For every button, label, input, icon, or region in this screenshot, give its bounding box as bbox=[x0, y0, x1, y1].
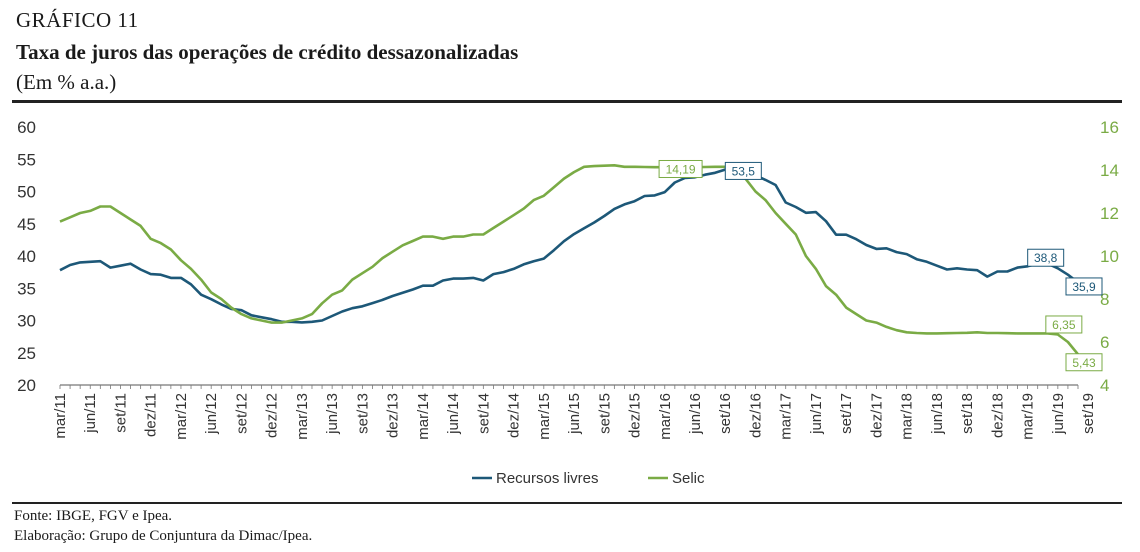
y-left-tick-label: 25 bbox=[17, 344, 36, 363]
x-tick-label: mar/12 bbox=[173, 393, 190, 440]
x-tick-label: jun/13 bbox=[324, 393, 341, 435]
chart-title: Taxa de juros das operações de crédito d… bbox=[16, 40, 519, 64]
data-label-box bbox=[1027, 248, 1065, 267]
y-left-tick-label: 30 bbox=[17, 312, 36, 331]
x-tick-label: jun/11 bbox=[82, 393, 99, 434]
x-tick-label: mar/18 bbox=[899, 393, 916, 440]
legend-label: Recursos livres bbox=[496, 470, 599, 487]
x-tick-label: mar/14 bbox=[415, 393, 432, 440]
y-left-tick-label: 40 bbox=[17, 247, 36, 266]
x-tick-label: set/17 bbox=[838, 393, 855, 434]
data-label: 6,35 bbox=[1045, 315, 1083, 334]
y-right-tick-label: 10 bbox=[1100, 247, 1119, 266]
series-layer bbox=[59, 163, 1080, 356]
x-tick-label: mar/11 bbox=[52, 393, 69, 439]
data-label-text: 6,35 bbox=[1052, 318, 1076, 332]
axes: 20 25 30 35 40 45 50 55 60 4 6 8 10 12 14 16 mar/11 jun/1… bbox=[17, 118, 1119, 440]
x-tick-label: dez/11 bbox=[143, 393, 160, 437]
x-tick-label: set/14 bbox=[475, 393, 492, 434]
x-tick-label: dez/14 bbox=[506, 393, 523, 438]
x-tick-label: jun/18 bbox=[929, 393, 946, 435]
legend: Recursos livres Selic bbox=[472, 470, 705, 487]
x-tick-label: dez/18 bbox=[989, 393, 1006, 438]
chart-unit: (Em % a.a.) bbox=[16, 70, 117, 94]
credit-note: Elaboração: Grupo de Conjuntura da Dimac… bbox=[14, 528, 313, 544]
data-label: 5,43 bbox=[1065, 353, 1103, 372]
x-tick-label: mar/15 bbox=[536, 393, 553, 440]
data-label: 35,9 bbox=[1065, 277, 1103, 296]
y-right-tick-label: 8 bbox=[1100, 290, 1109, 309]
line-chart: 20 25 30 35 40 45 50 55 60 4 6 8 10 12 14 16 mar/11 jun/1… bbox=[17, 118, 1119, 487]
data-label-text: 35,9 bbox=[1072, 280, 1096, 294]
y-left-tick-label: 35 bbox=[17, 279, 36, 298]
x-tick-label: mar/17 bbox=[778, 393, 795, 440]
y-right-tick-label: 14 bbox=[1100, 161, 1119, 180]
data-label-box bbox=[724, 161, 762, 180]
x-tick-label: mar/13 bbox=[294, 393, 311, 440]
x-tick-label: dez/12 bbox=[264, 393, 281, 438]
series-line-selic bbox=[59, 163, 1080, 356]
x-tick-label: jun/16 bbox=[687, 393, 704, 435]
data-label-box bbox=[1045, 315, 1083, 334]
x-tick-label: set/15 bbox=[596, 393, 613, 434]
x-tick-label: dez/16 bbox=[747, 393, 764, 438]
data-label-text: 14,19 bbox=[666, 162, 696, 176]
data-label-box bbox=[1065, 277, 1103, 296]
y-right-tick-label: 6 bbox=[1100, 333, 1109, 352]
y-left-tick-label: 50 bbox=[17, 183, 36, 202]
x-tick-label: mar/19 bbox=[1020, 393, 1037, 440]
data-label-box bbox=[1065, 353, 1103, 372]
top-rule bbox=[12, 100, 1122, 103]
x-tick-label: set/11 bbox=[112, 393, 129, 433]
legend-label: Selic bbox=[672, 470, 705, 487]
data-label-box bbox=[658, 159, 703, 178]
x-tick-label: jun/12 bbox=[203, 393, 220, 435]
figure-number: GRÁFICO 11 bbox=[16, 8, 139, 32]
y-left-tick-label: 45 bbox=[17, 215, 36, 234]
x-tick-label: mar/16 bbox=[657, 393, 674, 440]
x-tick-label: jun/17 bbox=[808, 393, 825, 435]
data-label: 53,5 bbox=[724, 161, 762, 180]
x-tick-label: jun/14 bbox=[445, 393, 462, 435]
y-right-tick-label: 12 bbox=[1100, 204, 1119, 223]
data-label-layer: 14,19 53,5 38,8 35,9 6,35 5,43 bbox=[658, 159, 1103, 372]
x-tick-label: set/12 bbox=[233, 393, 250, 434]
data-label-text: 5,43 bbox=[1072, 356, 1096, 370]
x-tick-label: jun/19 bbox=[1050, 393, 1067, 435]
x-tick-label: set/16 bbox=[717, 393, 734, 434]
y-left-tick-label: 60 bbox=[17, 118, 36, 137]
y-right-tick-label: 16 bbox=[1100, 118, 1119, 137]
y-left-tick-label: 20 bbox=[17, 376, 36, 395]
x-tick-label: dez/13 bbox=[385, 393, 402, 438]
x-tick-label: dez/15 bbox=[627, 393, 644, 438]
y-left-tick-label: 55 bbox=[17, 150, 36, 169]
data-label: 38,8 bbox=[1027, 248, 1065, 267]
x-tick-label: dez/17 bbox=[868, 393, 885, 438]
x-tick-label: set/13 bbox=[354, 393, 371, 434]
x-tick-label: set/19 bbox=[1080, 393, 1097, 434]
source-note: Fonte: IBGE, FGV e Ipea. bbox=[14, 508, 173, 524]
bottom-rule bbox=[12, 502, 1122, 504]
x-tick-label: jun/15 bbox=[566, 393, 583, 435]
series-line-recursos-livres bbox=[59, 167, 1079, 324]
y-right-tick-label: 4 bbox=[1100, 376, 1109, 395]
x-tick-label: set/18 bbox=[959, 393, 976, 434]
data-label: 14,19 bbox=[658, 159, 703, 178]
data-label-text: 53,5 bbox=[732, 164, 756, 178]
data-label-text: 38,8 bbox=[1034, 251, 1058, 265]
